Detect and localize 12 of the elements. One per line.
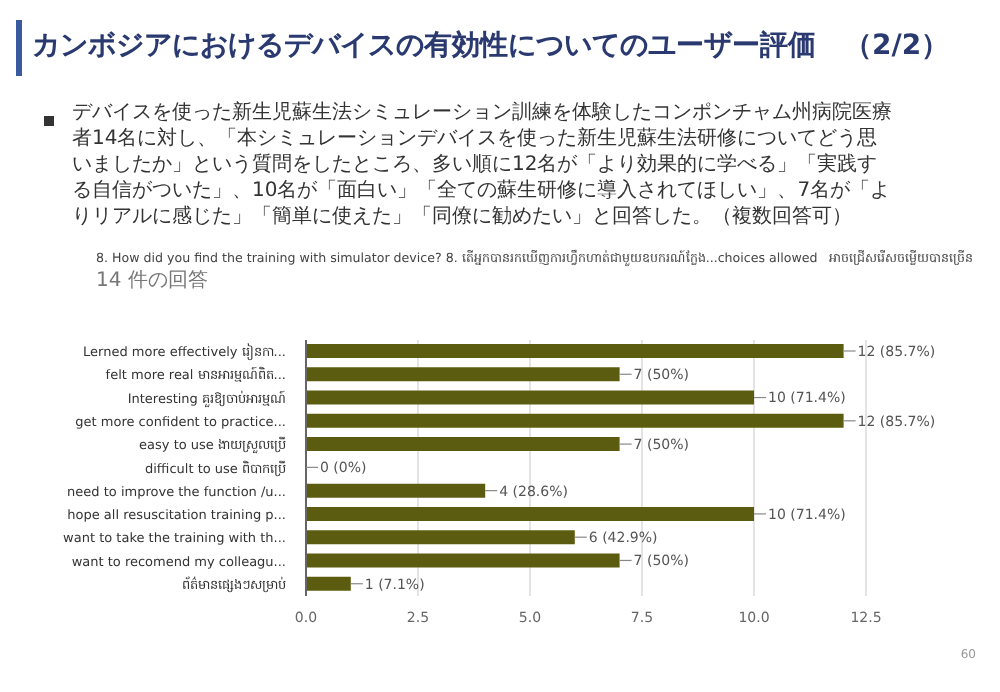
text: デバイスを使った新生児蘇生法シミュレーション訓練を体験したコンポンチャム州病院医療者14名に対し、「本シミュレーションデバイスを使った新生児蘇生法研修についてどう思いましたか」という質問をしたところ、多い順に12名が「より効果的に学べる」「実践する自信がついた」、10名が「面白い」「全ての蘇生研修に導入されてほしい」、7名が「よりリアルに感じた」「簡単に使えた」「同僚に勧めたい」と回答した。（複数回答可） <box>72 100 892 230</box>
bar <box>306 483 486 498</box>
bar <box>306 506 754 521</box>
chart-title: カンボジアにおけるデバイスの有効性についてのユーザー評価 （2/2） <box>32 28 950 64</box>
bar <box>306 344 844 358</box>
bar <box>306 413 844 428</box>
bar <box>306 390 754 405</box>
bar <box>306 530 575 545</box>
bar <box>306 437 620 452</box>
bar <box>306 553 620 568</box>
bar <box>306 367 620 382</box>
bar <box>306 576 351 591</box>
